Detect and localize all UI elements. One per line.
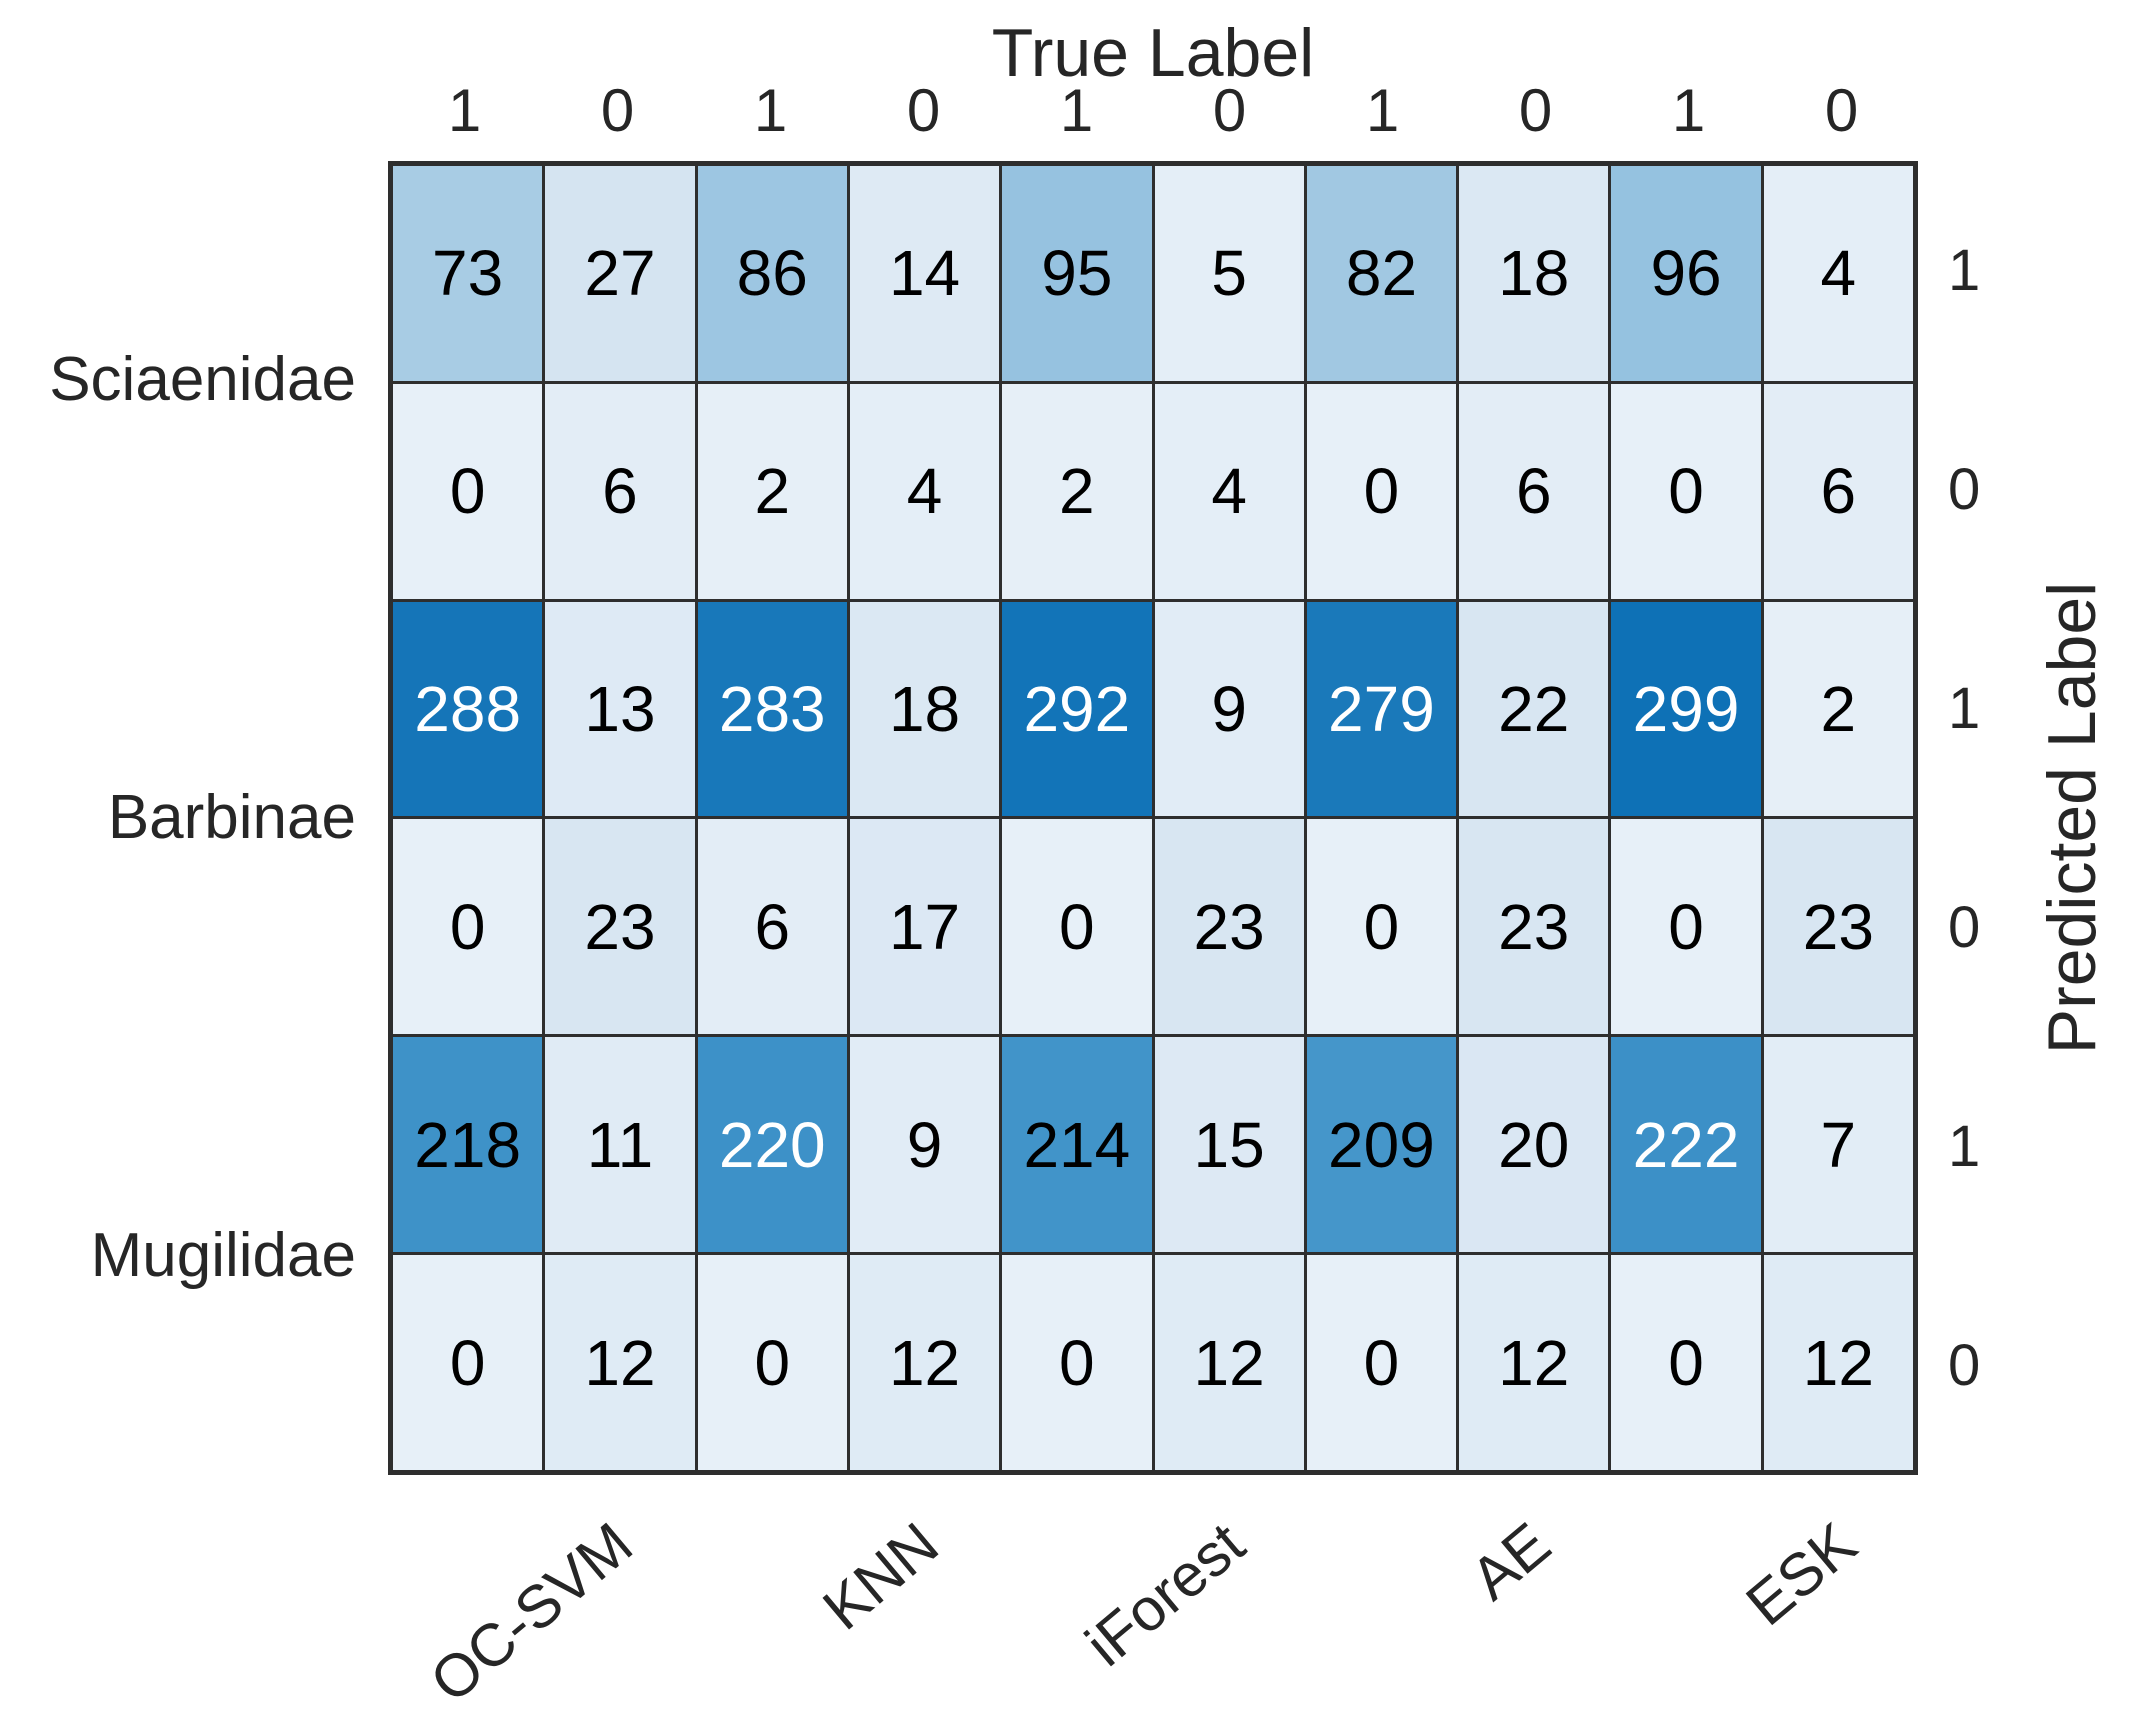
heatmap-cell: 12 (1154, 1255, 1304, 1470)
heatmap-cell: 0 (1306, 383, 1457, 599)
heatmap-cell: 18 (1459, 166, 1609, 381)
heatmap-cell: 6 (1763, 383, 1913, 599)
heatmap-cell: 222 (1611, 1037, 1761, 1253)
heatmap-cell: 27 (545, 166, 695, 381)
heatmap-cell: 0 (1306, 819, 1457, 1035)
heatmap-cell: 18 (849, 601, 1000, 817)
heatmap-cell: 0 (1002, 1255, 1152, 1470)
heatmap-cell: 82 (1306, 166, 1457, 381)
heatmap-cell: 0 (393, 819, 543, 1035)
heatmap-cell: 17 (849, 819, 1000, 1035)
heatmap-cell: 6 (697, 819, 847, 1035)
heatmap-cell: 12 (545, 1255, 695, 1470)
y-tick-label: 0 (1948, 456, 1981, 522)
heatmap-cell: 2 (697, 383, 847, 599)
y-tick-label: 1 (1948, 1113, 1981, 1179)
heatmap-cell: 292 (1002, 601, 1152, 817)
heatmap-cell: 20 (1459, 1037, 1609, 1253)
heatmap-cell: 14 (849, 166, 1000, 381)
heatmap-cell: 0 (1002, 819, 1152, 1035)
row-group-label: Sciaenidae (49, 345, 356, 414)
x-axis-title: True Label (991, 15, 1315, 91)
x-tick-label: 0 (1212, 77, 1247, 144)
heatmap-cell: 4 (1154, 383, 1304, 599)
heatmap-cell: 9 (1154, 601, 1304, 817)
heatmap-cell: 279 (1306, 601, 1457, 817)
row-group-label: Barbinae (107, 783, 356, 852)
heatmap-cell: 95 (1002, 166, 1152, 381)
heatmap-cell: 9 (849, 1037, 1000, 1253)
heatmap-cell: 22 (1459, 601, 1609, 817)
heatmap-cell: 73 (393, 166, 543, 381)
x-tick-label: 1 (1671, 77, 1706, 144)
heatmap-cell: 0 (1611, 383, 1761, 599)
heatmap-cell: 0 (393, 1255, 543, 1470)
x-tick-label: 0 (1518, 77, 1553, 144)
y-tick-label: 0 (1948, 1332, 1981, 1398)
heatmap-cell: 2 (1002, 383, 1152, 599)
x-tick-label: 1 (1059, 77, 1094, 144)
heatmap-cell: 0 (1611, 1255, 1761, 1470)
heatmap-cell: 299 (1611, 601, 1761, 817)
heatmap-cell: 283 (697, 601, 847, 817)
row-group-label: Mugilidae (90, 1221, 356, 1290)
heatmap-cell: 23 (1763, 819, 1913, 1035)
heatmap-cell: 23 (1459, 819, 1609, 1035)
x-tick-label: 0 (600, 77, 635, 144)
heatmap-cell: 13 (545, 601, 695, 817)
x-tick-label: 1 (1365, 77, 1400, 144)
heatmap-cell: 218 (393, 1037, 543, 1253)
x-tick-label: 0 (906, 77, 941, 144)
heatmap-cell: 2 (1763, 601, 1913, 817)
heatmap-cell: 220 (697, 1037, 847, 1253)
y-tick-label: 1 (1948, 675, 1981, 741)
heatmap-cell: 6 (1459, 383, 1609, 599)
heatmap-cell: 12 (1459, 1255, 1609, 1470)
y-axis-title: Predicted Label (2034, 581, 2110, 1055)
y-tick-label: 1 (1948, 237, 1981, 303)
heatmap-cell: 23 (545, 819, 695, 1035)
heatmap-cell: 15 (1154, 1037, 1304, 1253)
x-tick-label: 1 (447, 77, 482, 144)
heatmap-cell: 288 (393, 601, 543, 817)
heatmap-cell: 5 (1154, 166, 1304, 381)
heatmap-cell: 0 (393, 383, 543, 599)
heatmap-cell: 209 (1306, 1037, 1457, 1253)
heatmap-cell: 0 (1611, 819, 1761, 1035)
heatmap-cell: 23 (1154, 819, 1304, 1035)
heatmap-cell: 7 (1763, 1037, 1913, 1253)
heatmap-cell: 4 (1763, 166, 1913, 381)
heatmap-cell: 12 (1763, 1255, 1913, 1470)
heatmap-cell: 86 (697, 166, 847, 381)
heatmap-cell: 11 (545, 1037, 695, 1253)
heatmap-grid: 73 27 86 14 95 5 82 18 96 4 0 6 2 4 2 4 0 6 0 6 288 13 283 18 29… (388, 161, 1918, 1475)
heatmap-cell: 12 (849, 1255, 1000, 1470)
heatmap-cell: 0 (1306, 1255, 1457, 1470)
heatmap-cell: 214 (1002, 1037, 1152, 1253)
heatmap-cell: 4 (849, 383, 1000, 599)
y-tick-label: 0 (1948, 894, 1981, 960)
heatmap-cell: 96 (1611, 166, 1761, 381)
x-tick-label: 0 (1824, 77, 1859, 144)
heatmap-cell: 0 (697, 1255, 847, 1470)
heatmap-cell: 6 (545, 383, 695, 599)
x-tick-label: 1 (753, 77, 788, 144)
method-label: OC-SVM (417, 1509, 645, 1716)
